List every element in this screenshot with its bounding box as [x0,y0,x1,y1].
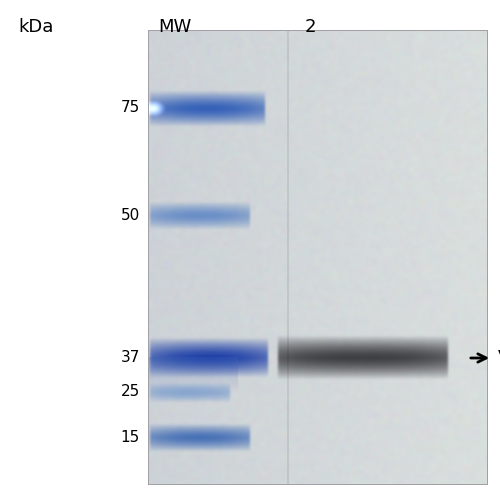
Text: 50: 50 [121,208,140,222]
Text: MW: MW [158,18,192,36]
Text: 75: 75 [121,100,140,116]
Text: 2: 2 [304,18,316,36]
Text: kDa: kDa [18,18,54,36]
Text: 37: 37 [120,350,140,364]
Text: 25: 25 [121,384,140,400]
Text: VDAC1: VDAC1 [498,349,500,367]
Text: 15: 15 [121,430,140,444]
